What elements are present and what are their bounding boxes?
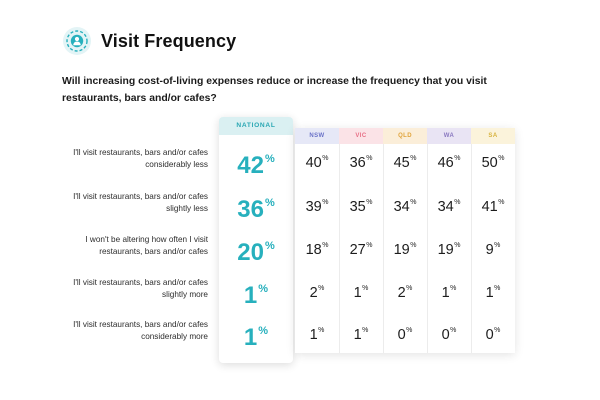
state-value-sa: 41% [481,199,505,215]
state-value-vic: 27% [349,242,373,258]
state-value-vic: 36% [349,155,373,171]
state-value-qld: 45% [393,155,417,171]
state-header-vic: VIC [339,128,383,144]
national-value: 1% [243,324,269,351]
column-divider [339,144,340,353]
state-value-qld: 34% [393,199,417,215]
national-value: 1% [243,282,269,309]
state-value-sa: 50% [481,155,505,171]
column-divider [427,144,428,353]
state-value-sa: 9% [485,242,501,258]
page-header: Visit Frequency [62,26,236,56]
state-value-vic: 35% [349,199,373,215]
row-label: I'll visit restaurants, bars and/or cafe… [73,277,208,300]
states-table: NSW VIC QLD WA SA [295,128,515,353]
state-value-qld: 19% [393,242,417,258]
state-value-nsw: 18% [305,242,329,258]
state-value-wa: 1% [441,285,457,301]
column-divider [471,144,472,353]
row-label: I'll visit restaurants, bars and/or cafe… [73,147,208,170]
national-header: NATIONAL [219,117,293,135]
state-value-nsw: 2% [309,285,325,301]
state-header-wa: WA [427,128,471,144]
state-value-nsw: 40% [305,155,329,171]
state-value-wa: 34% [437,199,461,215]
state-value-sa: 0% [485,327,501,343]
row-label: I won't be altering how often I visit re… [85,234,208,257]
state-header-qld: QLD [383,128,427,144]
row-label: I'll visit restaurants, bars and/or cafe… [73,319,208,342]
state-value-wa: 19% [437,242,461,258]
state-value-nsw: 1% [309,327,325,343]
state-value-wa: 0% [441,327,457,343]
state-value-nsw: 39% [305,199,329,215]
national-value: 20% [237,239,275,266]
national-value: 36% [237,196,275,223]
state-header-nsw: NSW [295,128,339,144]
national-column: NATIONAL [219,117,293,363]
state-value-wa: 46% [437,155,461,171]
state-value-qld: 0% [397,327,413,343]
state-value-sa: 1% [485,285,501,301]
state-value-qld: 2% [397,285,413,301]
page-title: Visit Frequency [101,30,237,51]
state-header-sa: SA [471,128,515,144]
state-value-vic: 1% [353,285,369,301]
survey-question: Will increasing cost-of-living expenses … [62,76,487,104]
row-label: I'll visit restaurants, bars and/or cafe… [73,191,208,214]
person-target-icon [63,27,91,55]
national-value: 42% [237,152,275,179]
column-divider [383,144,384,353]
state-value-vic: 1% [353,327,369,343]
